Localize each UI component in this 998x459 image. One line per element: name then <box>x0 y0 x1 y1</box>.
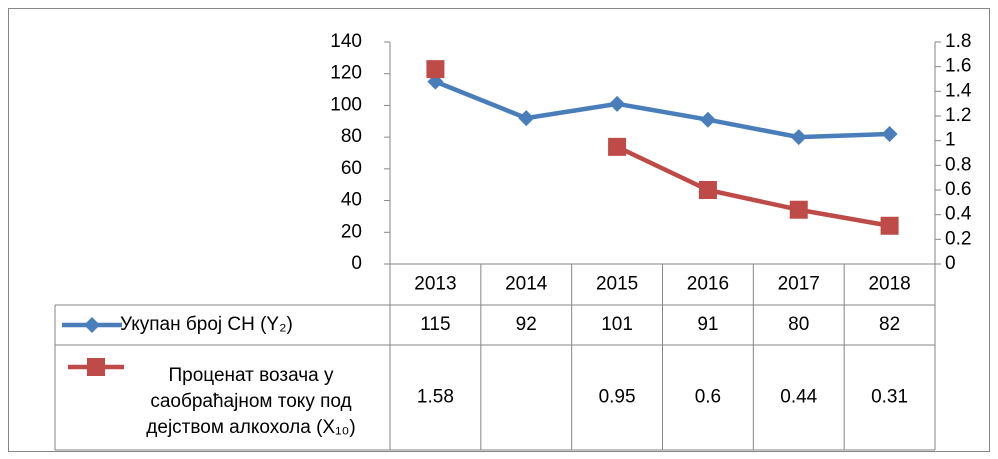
y2-tick-label: 0.6 <box>945 179 971 200</box>
table-value: 1.58 <box>417 387 454 408</box>
marker <box>880 216 899 235</box>
y-tick-label: 140 <box>330 31 362 52</box>
y-tick-label: 120 <box>330 63 362 84</box>
y-tick-label: 40 <box>341 190 362 211</box>
marker <box>518 110 535 127</box>
legend-label-box: Проценат возача у саобраћајном току под … <box>146 364 356 438</box>
x-tick-label: 2015 <box>596 274 638 295</box>
y-tick-label: 100 <box>330 94 362 115</box>
x-tick-label: 2017 <box>778 274 820 295</box>
marker <box>84 317 100 333</box>
x-tick-label: 2018 <box>868 274 910 295</box>
y2-tick-label: 0.4 <box>945 204 972 225</box>
marker <box>609 95 626 112</box>
table-value: 0.31 <box>871 387 908 408</box>
marker <box>789 200 808 219</box>
table-value: 101 <box>601 314 633 335</box>
y-tick-label: 60 <box>341 158 362 179</box>
marker <box>698 181 717 199</box>
marker <box>87 358 105 376</box>
legend-label: Укупан број СН (Y₂) <box>120 314 293 335</box>
table-value: 82 <box>879 314 900 335</box>
table-value: 115 <box>420 314 450 335</box>
y2-tick-label: 0 <box>945 253 956 274</box>
table-value: 91 <box>697 314 718 335</box>
table-value: 0.44 <box>780 387 817 408</box>
table-value: 80 <box>788 314 809 335</box>
y2-tick-label: 1.4 <box>945 80 972 101</box>
legend-label: Проценат возача у саобраћајном току под … <box>146 364 356 438</box>
y2-tick-label: 1.6 <box>945 56 971 77</box>
series-line <box>616 144 890 228</box>
x-tick-label: 2013 <box>414 274 456 295</box>
x-tick-label: 2016 <box>687 274 729 295</box>
chart-frame <box>8 8 990 452</box>
y2-tick-label: 1.8 <box>945 31 971 52</box>
table-value: 0.6 <box>695 387 721 408</box>
y-tick-label: 20 <box>341 221 362 242</box>
marker <box>426 60 445 79</box>
series-line <box>434 79 890 140</box>
x-tick-label: 2014 <box>505 274 548 295</box>
table-value: 0.95 <box>599 387 636 408</box>
y2-tick-label: 0.2 <box>945 228 971 249</box>
y2-tick-label: 1.2 <box>945 105 971 126</box>
legend-label-box: Укупан број СН (Y₂) <box>120 314 293 335</box>
marker <box>699 111 716 128</box>
y2-tick-label: 0.8 <box>945 154 971 175</box>
marker <box>608 137 627 156</box>
marker <box>881 125 898 142</box>
marker <box>790 129 807 146</box>
y-tick-label: 0 <box>351 253 362 274</box>
table-value: 92 <box>516 314 537 335</box>
y-tick-label: 80 <box>341 126 362 147</box>
y2-tick-label: 1 <box>945 130 956 151</box>
